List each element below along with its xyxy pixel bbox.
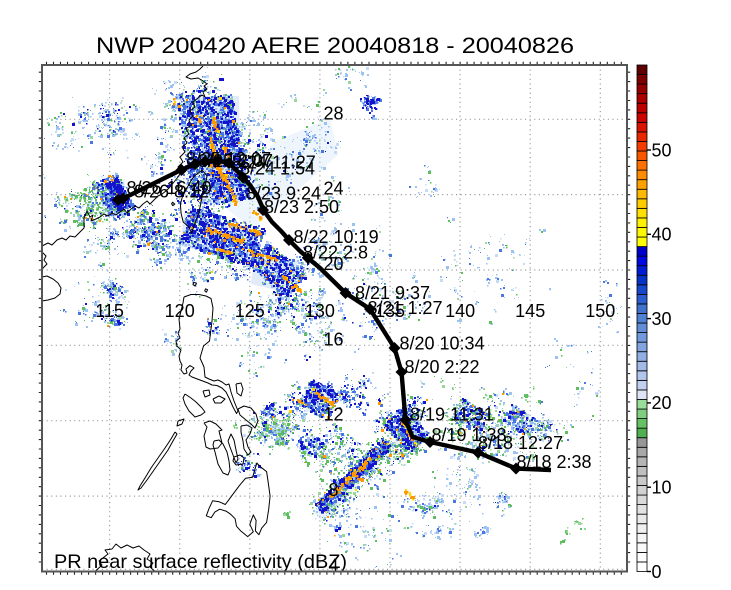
svg-text:40: 40 — [652, 225, 672, 245]
svg-text:135: 135 — [375, 301, 405, 321]
svg-text:8/20 2:22: 8/20 2:22 — [405, 357, 480, 377]
svg-text:8/25 12:07: 8/25 12:07 — [186, 149, 271, 169]
svg-text:8: 8 — [328, 480, 338, 500]
svg-text:20: 20 — [652, 393, 672, 413]
svg-text:8/22 10:19: 8/22 10:19 — [294, 227, 379, 247]
svg-text:8/18 2:38: 8/18 2:38 — [517, 452, 592, 472]
svg-text:8/19 11:31: 8/19 11:31 — [410, 405, 494, 425]
svg-text:145: 145 — [515, 301, 545, 321]
svg-text:8/24 11:27: 8/24 11:27 — [232, 153, 316, 173]
svg-text:8/26 16:40: 8/26 16:40 — [127, 178, 212, 198]
svg-text:30: 30 — [652, 309, 672, 329]
svg-text:10: 10 — [652, 478, 672, 498]
svg-text:28: 28 — [323, 103, 343, 123]
svg-text:120: 120 — [165, 301, 195, 321]
svg-text:8/21 9:37: 8/21 9:37 — [355, 283, 430, 303]
svg-text:115: 115 — [95, 301, 124, 321]
svg-text:8/19 1:38: 8/19 1:38 — [432, 425, 507, 445]
svg-text:150: 150 — [585, 301, 615, 321]
svg-text:PR near surface reflectivity (: PR near surface reflectivity (dBZ) — [54, 551, 347, 573]
svg-text:8/21 1:27: 8/21 1:27 — [368, 298, 443, 318]
svg-text:8/23 2:50: 8/23 2:50 — [264, 197, 339, 217]
svg-text:8/23 9:24: 8/23 9:24 — [246, 184, 321, 204]
svg-text:8/25 2:07: 8/25 2:07 — [198, 151, 273, 171]
svg-text:8/26 8:12: 8/26 8:12 — [134, 182, 209, 202]
svg-text:50: 50 — [652, 140, 672, 160]
svg-text:4: 4 — [328, 555, 338, 575]
svg-text:20: 20 — [323, 254, 343, 274]
svg-text:24: 24 — [323, 179, 343, 199]
svg-text:8/20 10:34: 8/20 10:34 — [400, 334, 485, 354]
svg-text:8/18 12:27: 8/18 12:27 — [478, 433, 563, 453]
svg-text:NWP 200420 AERE 20040818 - 200: NWP 200420 AERE 20040818 - 20040826 — [96, 33, 574, 58]
svg-text:8/22 2:8: 8/22 2:8 — [303, 243, 368, 263]
svg-text:125: 125 — [235, 301, 265, 321]
svg-text:0: 0 — [652, 562, 662, 582]
svg-text:130: 130 — [305, 301, 335, 321]
svg-text:12: 12 — [323, 405, 343, 425]
svg-text:8/24 1:54: 8/24 1:54 — [240, 159, 315, 179]
svg-text:140: 140 — [445, 301, 475, 321]
svg-text:16: 16 — [323, 329, 343, 349]
